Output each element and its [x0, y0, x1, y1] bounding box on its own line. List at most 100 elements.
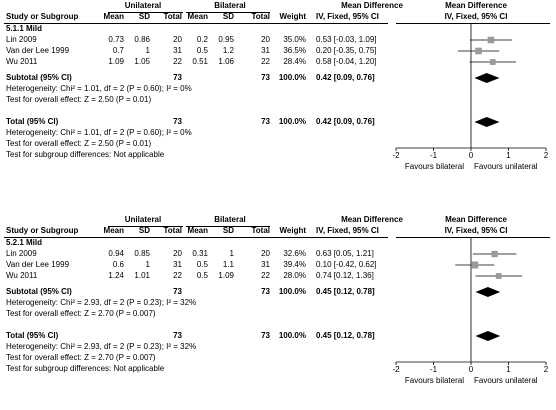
row-weight: 32.6% — [283, 249, 306, 258]
total-label: Total (95% CI) — [6, 117, 59, 126]
subtotal-overall-effect: Test for overall effect: Z = 2.70 (P = 0… — [6, 309, 156, 318]
row-sd1: 1.01 — [134, 271, 150, 280]
total1-col-header: Total — [163, 12, 182, 21]
group2-header: Bilateral — [214, 1, 246, 10]
subtotal-label: Subtotal (95% CI) — [6, 287, 72, 296]
total-overall-effect: Test for overall effect: Z = 2.50 (P = 0… — [6, 139, 152, 148]
row-ci: 0.74 [0.12, 1.36] — [316, 271, 374, 280]
row-sd1: 0.85 — [134, 249, 150, 258]
subtotal-heterogeneity: Heterogeneity: Chi² = 2.93, df = 2 (P = … — [6, 298, 197, 307]
row-mean2: 0.51 — [192, 57, 208, 66]
weight-col-header: Weight — [279, 12, 306, 21]
group1-header: Unilateral — [124, 215, 162, 224]
row-study-name: Van der Lee 1999 — [6, 46, 70, 55]
subtotal-n2: 73 — [261, 73, 270, 82]
row-total2: 31 — [261, 260, 270, 269]
row-total1: 22 — [173, 57, 182, 66]
x-tick-label: 0 — [468, 151, 474, 160]
row-sd2: 1.2 — [222, 46, 234, 55]
mean1-col-header: Mean — [103, 12, 124, 21]
subtotal-n1: 73 — [173, 287, 182, 296]
mean-diff-header: Mean Difference — [341, 215, 403, 224]
total-weight: 100.0% — [278, 331, 306, 340]
row-mean1: 0.94 — [108, 249, 124, 258]
row-sd2: 1.1 — [222, 260, 234, 269]
sd1-col-header: SD — [138, 226, 150, 235]
x-tick-label: 2 — [543, 151, 549, 160]
row-study-name: Wu 2011 — [6, 57, 38, 66]
row-ci: 0.63 [0.05, 1.21] — [316, 249, 374, 258]
subgroup-differences-test: Test for subgroup differences: Not appli… — [6, 364, 165, 373]
row-sd2: 1 — [229, 249, 234, 258]
total-diamond — [474, 117, 500, 127]
group2-underline — [186, 226, 270, 227]
total2-col-header: Total — [251, 12, 270, 21]
total-label: Total (95% CI) — [6, 331, 59, 340]
mean-diff-header: Mean Difference — [341, 1, 403, 10]
subtotal-diamond — [474, 73, 500, 83]
x-tick-label: -1 — [429, 365, 438, 374]
method-plot-col-header: IV, Fixed, 95% CI — [444, 12, 508, 21]
row-mean2: 0.2 — [196, 35, 208, 44]
row-ci: 0.58 [-0.04, 1.20] — [316, 57, 377, 66]
group2-header: Bilateral — [214, 215, 246, 224]
subtotal-ci: 0.42 [0.09, 0.76] — [316, 73, 375, 82]
row-mean1: 0.7 — [112, 46, 124, 55]
group2-underline — [186, 12, 270, 13]
row-sd2: 0.95 — [218, 35, 234, 44]
method-col-header: IV, Fixed, 95% CI — [316, 226, 379, 235]
row-mean1: 1.24 — [108, 271, 124, 280]
row-mean2: 0.5 — [196, 46, 208, 55]
study-point-square — [495, 273, 502, 279]
favours-left-label: Favours bilateral — [404, 376, 464, 385]
study-point-square — [491, 250, 498, 258]
x-tick-label: 1 — [506, 151, 511, 160]
study-point-square — [489, 59, 496, 65]
subgroup-label: 5.1.1 Mild — [6, 24, 43, 33]
x-tick-label: 1 — [506, 365, 511, 374]
subgroup-differences-test: Test for subgroup differences: Not appli… — [6, 150, 165, 159]
total1-col-header: Total — [163, 226, 182, 235]
row-sd1: 1 — [145, 46, 150, 55]
total-n2: 73 — [261, 117, 270, 126]
favours-left-label: Favours bilateral — [404, 162, 464, 171]
x-tick-label: 2 — [543, 365, 549, 374]
row-study-name: Van der Lee 1999 — [6, 260, 70, 269]
row-mean1: 0.73 — [108, 35, 124, 44]
row-weight: 35.0% — [283, 35, 306, 44]
row-sd2: 1.06 — [218, 57, 234, 66]
row-total1: 20 — [173, 249, 182, 258]
sd1-col-header: SD — [138, 12, 150, 21]
x-tick-label: -1 — [429, 151, 438, 160]
x-tick-label: -2 — [392, 151, 400, 160]
group1-header: Unilateral — [124, 1, 162, 10]
row-sd1: 1.05 — [134, 57, 150, 66]
row-total2: 22 — [261, 271, 270, 280]
study-point-square — [471, 261, 479, 269]
row-study-name: Wu 2011 — [6, 271, 38, 280]
total-diamond — [475, 331, 501, 341]
mean2-col-header: Mean — [187, 12, 208, 21]
method-plot-col-header: IV, Fixed, 95% CI — [444, 226, 508, 235]
subtotal-n2: 73 — [261, 287, 270, 296]
study-point-square — [487, 36, 495, 44]
row-ci: 0.53 [-0.03, 1.09] — [316, 35, 377, 44]
forest-plot-panel-2: Unilateral Bilateral Mean Difference Mea… — [0, 214, 556, 410]
row-total1: 20 — [173, 35, 182, 44]
study-point-square — [475, 47, 482, 55]
row-total1: 31 — [173, 46, 182, 55]
forest-plot — [395, 24, 547, 151]
row-total2: 20 — [261, 35, 270, 44]
total-n1: 73 — [173, 117, 182, 126]
total-n2: 73 — [261, 331, 270, 340]
total-weight: 100.0% — [278, 117, 306, 126]
method-col-header: IV, Fixed, 95% CI — [316, 12, 379, 21]
subtotal-heterogeneity: Heterogeneity: Chi² = 1.01, df = 2 (P = … — [6, 84, 192, 93]
subtotal-label: Subtotal (95% CI) — [6, 73, 72, 82]
row-total2: 20 — [261, 249, 270, 258]
total-heterogeneity: Heterogeneity: Chi² = 1.01, df = 2 (P = … — [6, 128, 192, 137]
row-mean2: 0.5 — [196, 260, 208, 269]
plot-header-rule — [396, 23, 550, 24]
study-col-header: Study or Subgroup — [6, 12, 79, 21]
favours-right-label: Favours unilateral — [474, 376, 538, 385]
